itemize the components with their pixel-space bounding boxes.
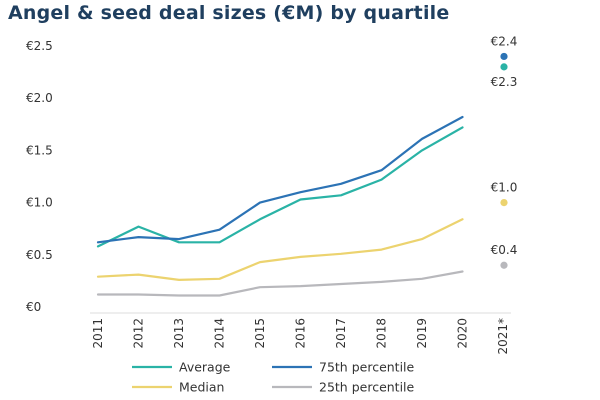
x-tick-label: 2016 [294,318,308,349]
x-tick-label: 2011 [91,318,105,349]
point-2021-label: €2.4 [491,34,518,48]
point-2021-25th-percentile [500,261,508,269]
y-axis: €0 €0.5 €1.0 €1.5 €2.0 €2.5 [26,39,53,314]
x-tick-label: 2018 [375,318,389,349]
y-tick-label: €1.0 [26,196,53,210]
series-line-average [96,126,464,248]
point-2021-median [500,199,508,207]
legend-label: 75th percentile [319,360,415,375]
point-2021-label: €2.3 [491,75,518,89]
y-tick-label: €2.0 [26,91,53,105]
y-tick-label: €1.5 [26,143,53,157]
point-2021-average [500,63,508,71]
point-2021-label: €1.0 [491,181,518,195]
x-tick-label: 2019 [415,318,429,349]
x-tick-label: 2021* [496,318,510,355]
legend: Average 75th percentile Median 25th percent… [132,360,415,395]
series-line-median [96,218,464,281]
series-lines [96,115,464,297]
series-line-25th-percentile [96,270,464,297]
chart-title: Angel & seed deal sizes (€M) by quartile [8,2,450,24]
points-2021: €2.4 €2.3 €1.0 €0.4 [491,34,518,269]
x-tick-label: 2012 [132,318,146,349]
x-axis: 2011 2012 2013 2014 2015 2016 2017 2018 2019 2020… [91,318,510,355]
y-tick-label: €0.5 [26,248,53,262]
legend-label: Median [179,380,224,395]
y-tick-label: €2.5 [26,39,53,53]
y-tick-label: €0 [26,300,41,314]
point-2021-75th-percentile [500,52,508,61]
legend-label: Average [179,360,231,375]
point-2021-label: €0.4 [491,243,518,257]
x-tick-label: 2015 [253,318,267,349]
series-line-75th-percentile [96,115,464,244]
x-tick-label: 2017 [334,318,348,349]
x-tick-label: 2014 [213,318,227,349]
x-tick-label: 2013 [172,318,186,349]
x-tick-label: 2020 [456,318,470,349]
legend-label: 25th percentile [319,380,415,395]
